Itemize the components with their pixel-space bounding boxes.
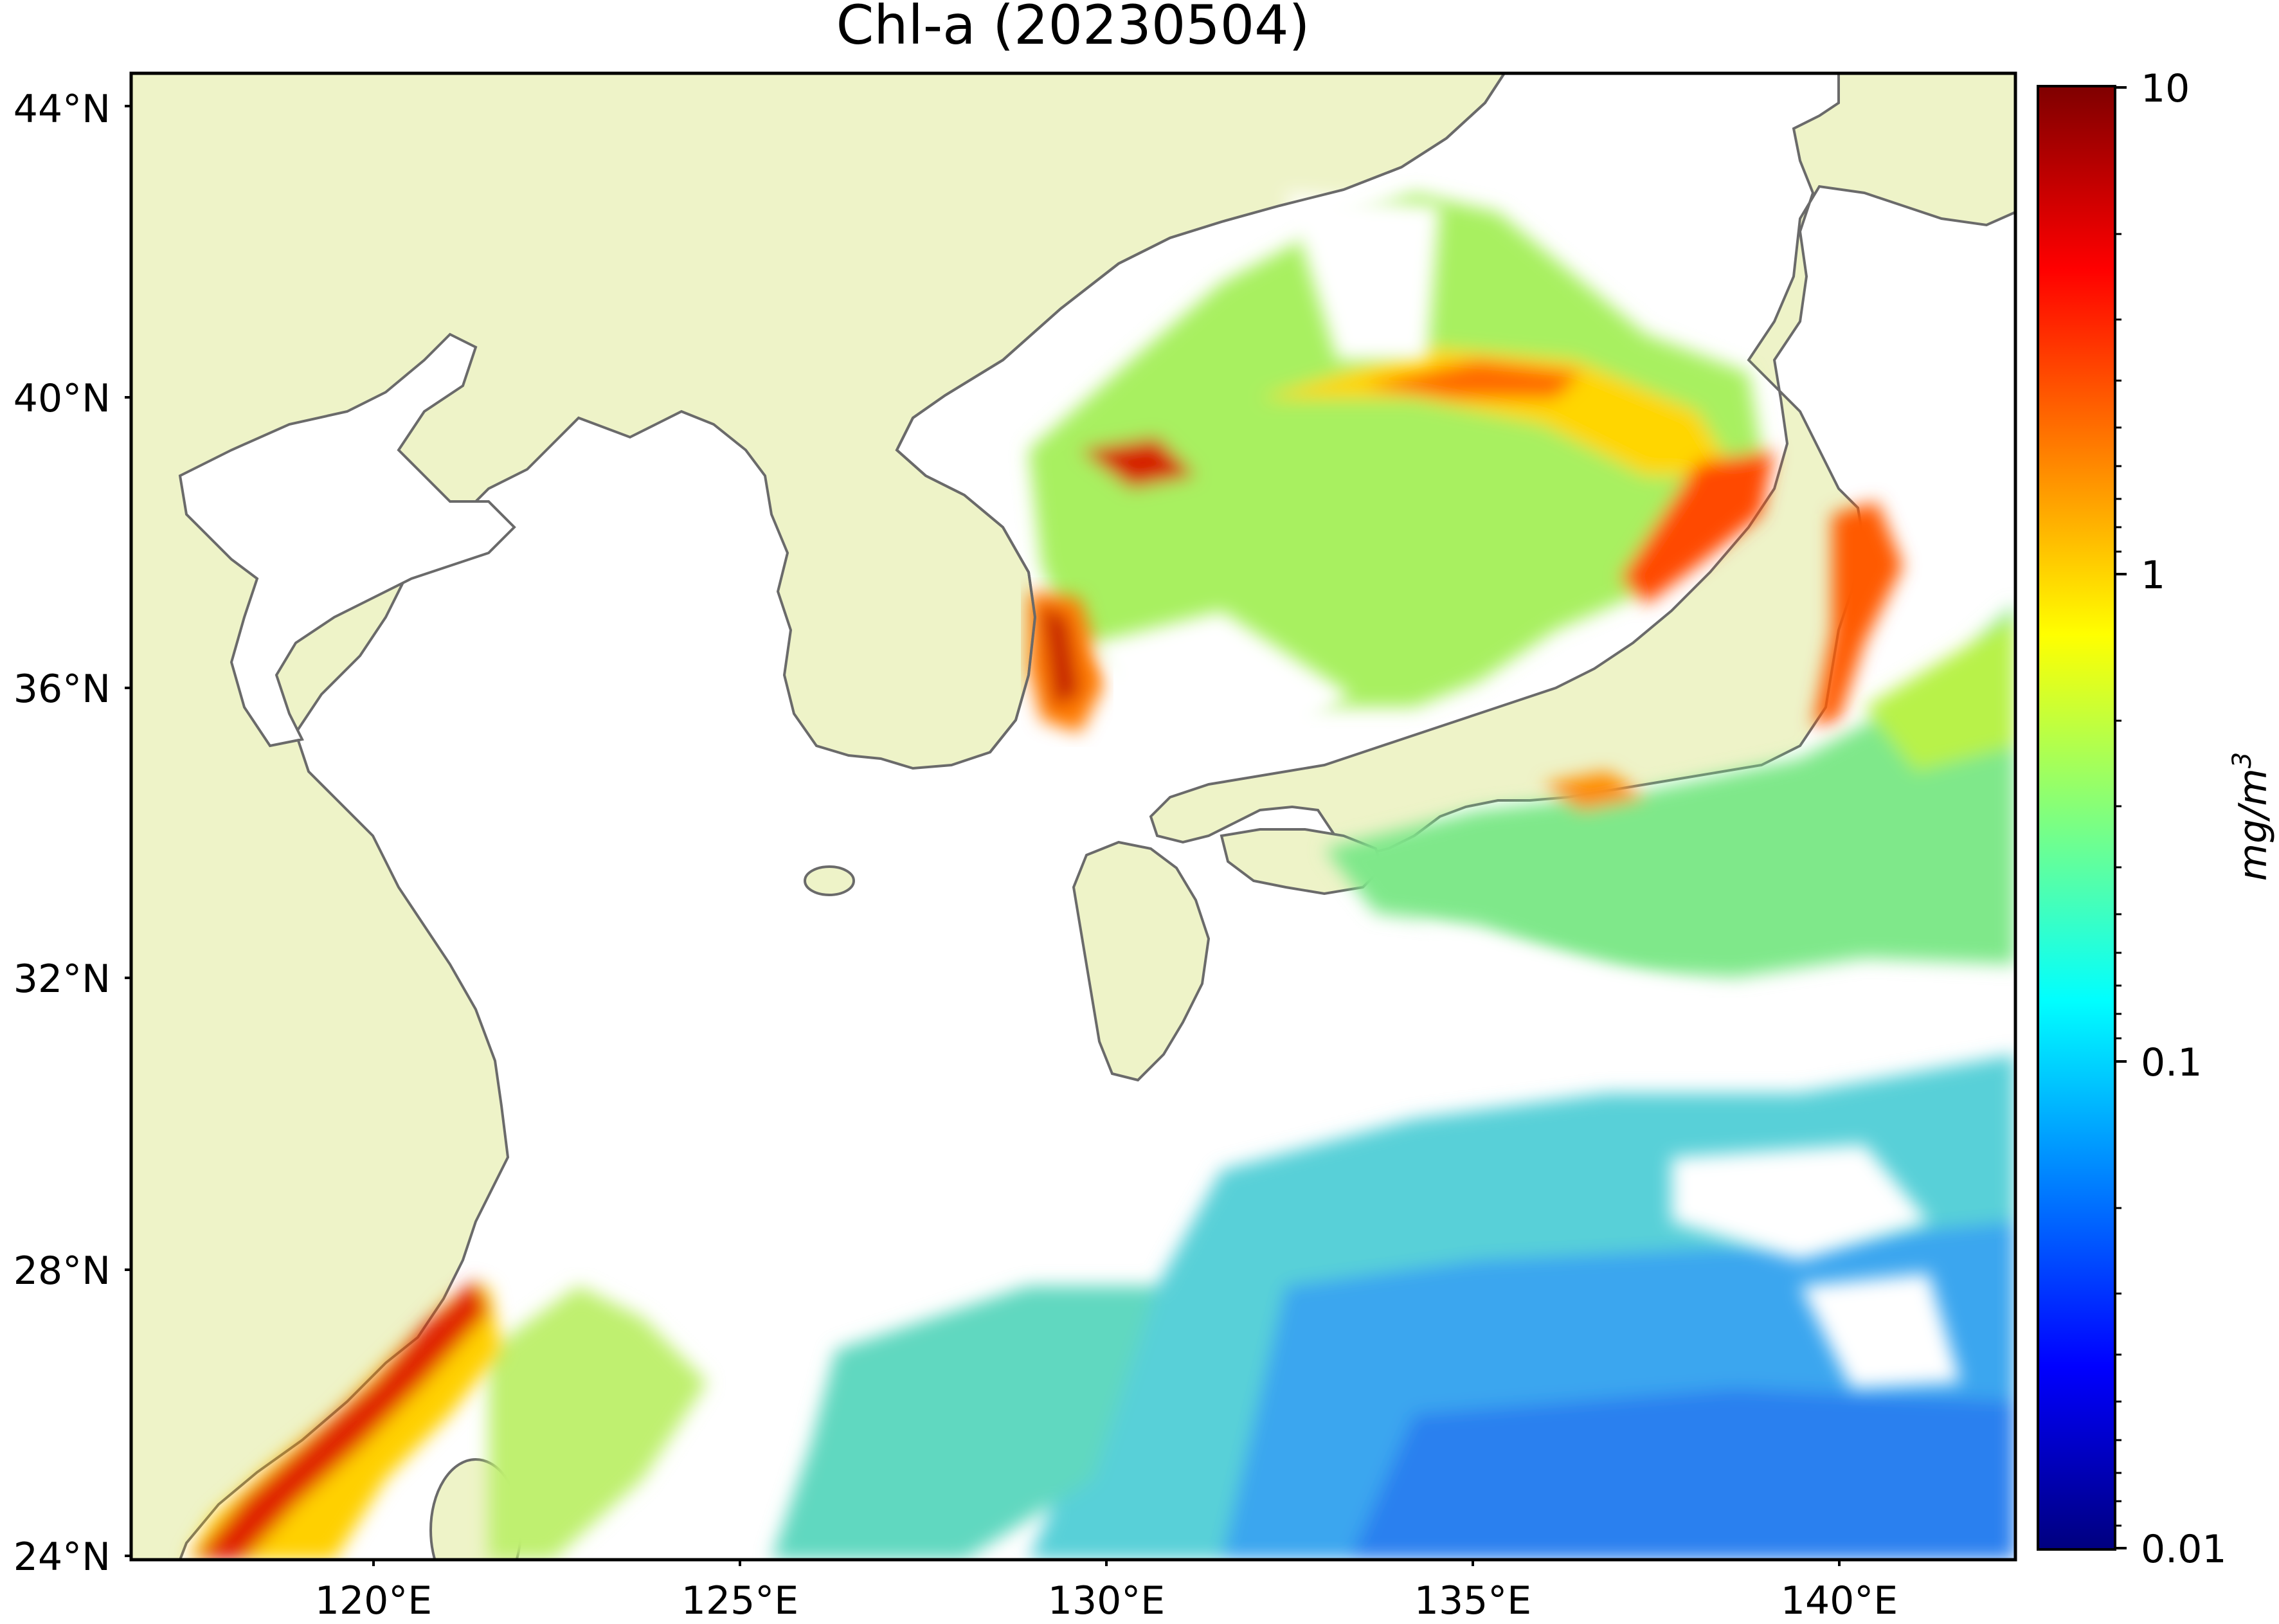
lon-tick-label: 125°E xyxy=(681,1578,798,1621)
bohai-sea-water xyxy=(178,332,516,748)
latitude-axis: 44°N 40°N 36°N 32°N 28°N 24°N xyxy=(14,87,131,1580)
jeju-island xyxy=(804,865,855,896)
map-area xyxy=(131,73,2015,1560)
chl-east-sea xyxy=(1029,193,1774,707)
lon-tick-label: 120°E xyxy=(315,1578,432,1621)
lat-tick-label: 24°N xyxy=(14,1535,111,1580)
colorbar-unit-label: mg/m3 xyxy=(2228,752,2276,881)
lat-tick-label: 32°N xyxy=(14,957,111,1002)
kyushu-land xyxy=(1072,840,1211,1082)
colorbar-major-ticks xyxy=(2115,86,2127,1549)
colorbar-gradient xyxy=(2037,85,2116,1551)
colorbar-tick-label: 0.01 xyxy=(2141,1527,2227,1572)
colorbar-unit-base: mg/m xyxy=(2231,768,2276,881)
map-frame xyxy=(129,71,2017,1562)
lat-tick-label: 36°N xyxy=(14,667,111,712)
lat-tick-label: 28°N xyxy=(14,1249,111,1294)
colorbar-tick-label: 10 xyxy=(2141,66,2190,111)
chl-pacific-japan xyxy=(1324,501,2015,977)
colorbar: 10 1 0.1 0.01 mg/m3 xyxy=(2037,66,2276,1572)
lon-tick-label: 140°E xyxy=(1781,1578,1898,1621)
lon-tick-label: 135°E xyxy=(1414,1578,1531,1621)
colorbar-minor-ticks xyxy=(2115,233,2121,1527)
coastline-overlay xyxy=(895,73,1506,753)
japan-land xyxy=(1149,73,2015,857)
chl-china-coast xyxy=(186,1279,501,1560)
colorbar-tick-label: 0.1 xyxy=(2141,1040,2202,1085)
longitude-axis: 120°E 125°E 130°E 135°E 140°E xyxy=(315,1560,1898,1623)
colorbar-tick-label: 1 xyxy=(2141,553,2165,598)
colorbar-unit-exponent: 3 xyxy=(2228,752,2257,768)
lon-tick-label: 130°E xyxy=(1048,1578,1165,1621)
map-title: Chl-a (20230504) xyxy=(836,0,1310,57)
chl-korea-west xyxy=(1029,591,1106,733)
lat-tick-label: 40°N xyxy=(14,376,111,421)
no-data-patches xyxy=(1093,193,1961,1389)
lat-tick-label: 44°N xyxy=(14,87,111,132)
